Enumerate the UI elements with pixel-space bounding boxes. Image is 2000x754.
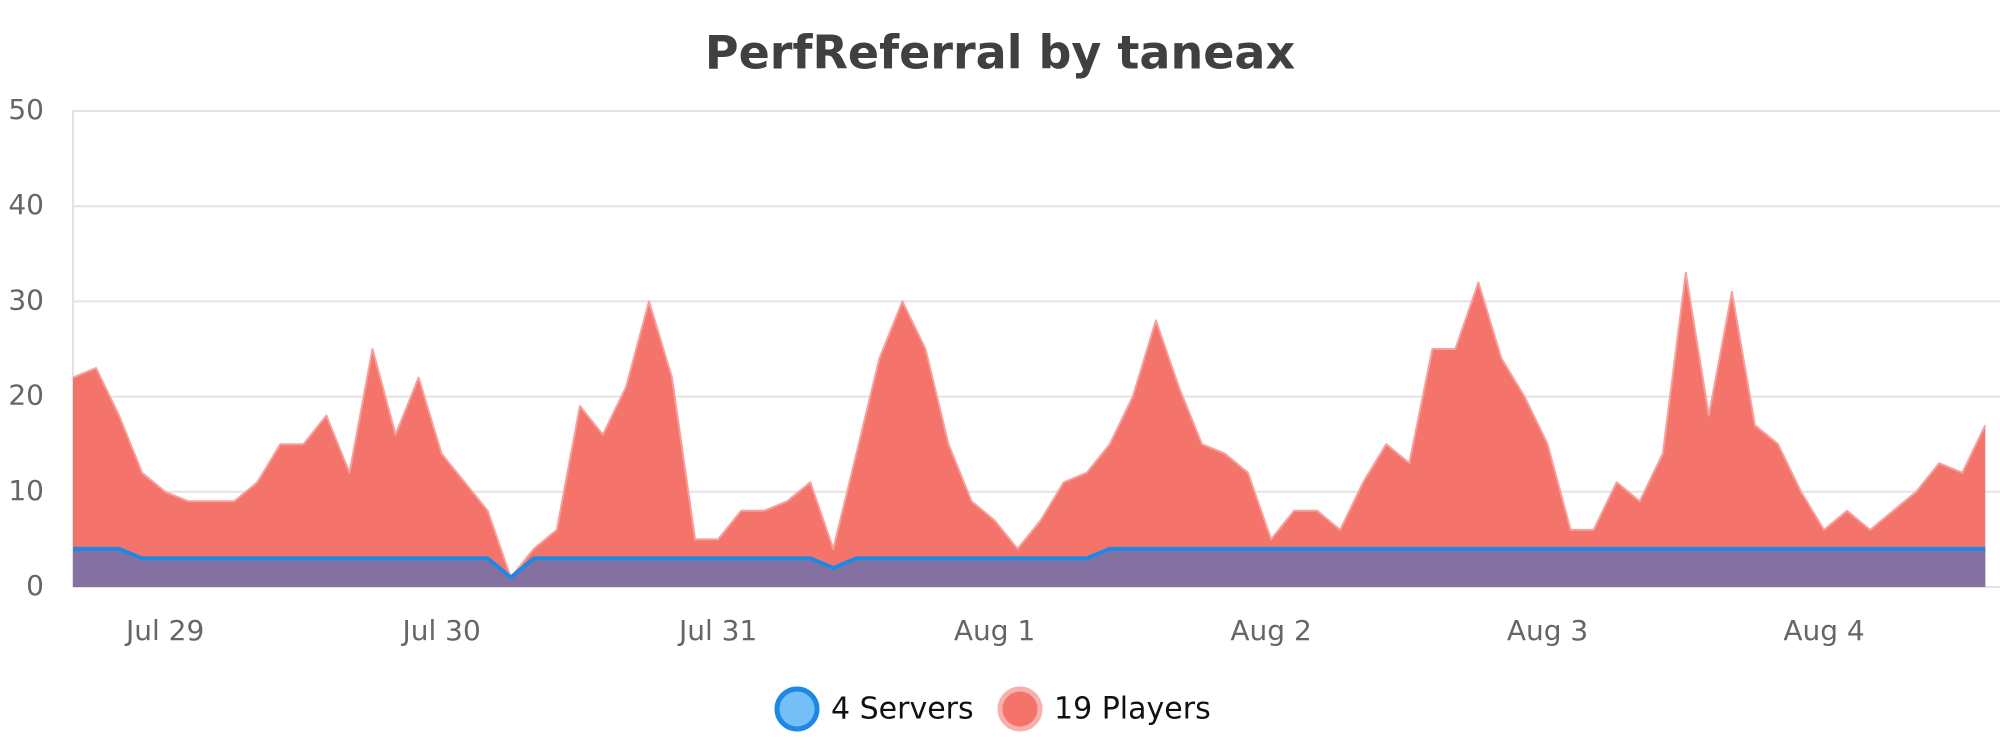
legend-marker bbox=[997, 686, 1043, 732]
x-tick-label: Aug 1 bbox=[954, 614, 1035, 647]
x-tick-label: Jul 30 bbox=[400, 614, 480, 647]
area-fill bbox=[73, 272, 1986, 587]
x-tick-label: Aug 3 bbox=[1507, 614, 1588, 647]
x-tick-label: Jul 29 bbox=[124, 614, 204, 647]
legend-marker bbox=[774, 686, 820, 732]
y-tick-label: 30 bbox=[8, 283, 44, 316]
y-tick-label: 20 bbox=[8, 379, 44, 412]
chart-title: PerfReferral by taneax bbox=[705, 26, 1295, 80]
y-tick-label: 10 bbox=[8, 474, 44, 507]
y-tick-label: 0 bbox=[26, 569, 44, 602]
y-tick-label: 40 bbox=[8, 188, 44, 221]
x-tick-label: Aug 4 bbox=[1783, 614, 1864, 647]
x-tick-label: Aug 2 bbox=[1230, 614, 1311, 647]
legend-label: 19 Players bbox=[1054, 692, 1211, 727]
legend-label: 4 Servers bbox=[831, 692, 974, 727]
y-tick-label: 50 bbox=[8, 93, 44, 126]
x-tick-label: Jul 31 bbox=[677, 614, 757, 647]
area-line bbox=[72, 271, 1987, 579]
area-line bbox=[73, 546, 1986, 580]
